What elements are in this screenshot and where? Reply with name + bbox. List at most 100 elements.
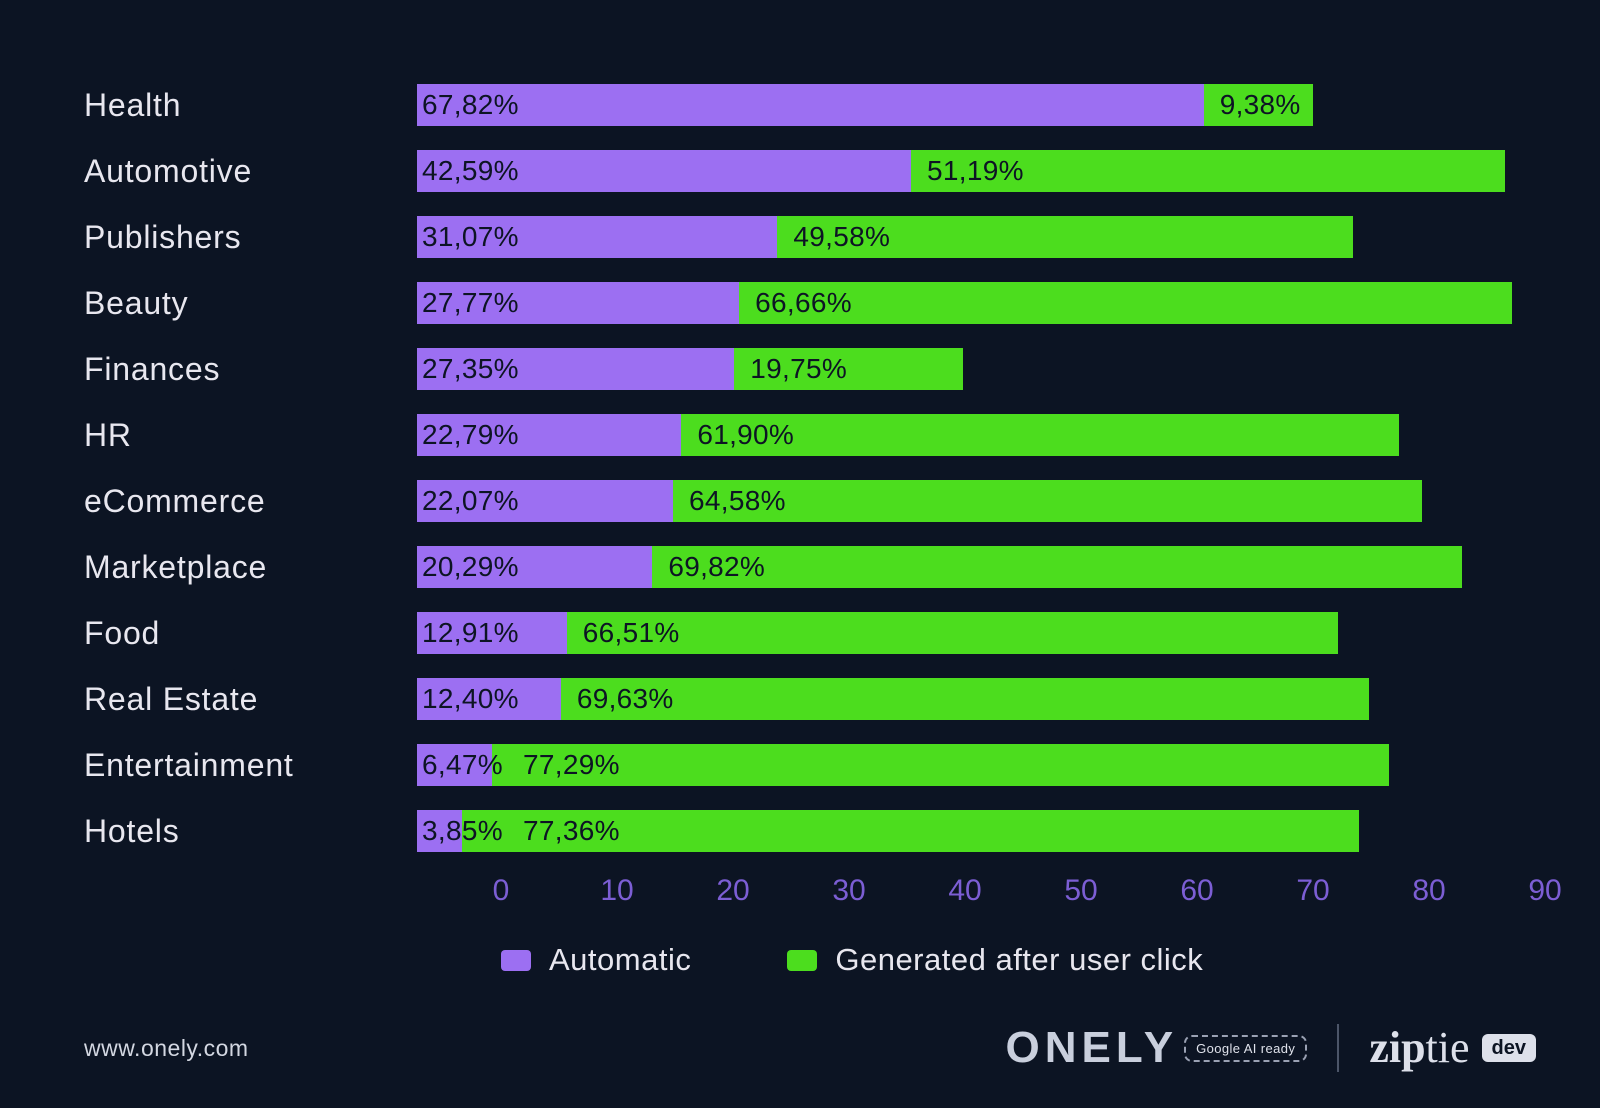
onely-logo: ONELY Google AI ready — [1006, 1026, 1308, 1070]
chart-rows: Health 67,82% 9,38% Automotive 42,59% 51,19% P… — [84, 72, 1600, 864]
value-label-generated: 77,36% — [523, 815, 620, 846]
bar-area: 22,07% 64,58% — [417, 480, 1519, 522]
bar-segment-generated — [681, 414, 1400, 456]
chart-row: Food 12,91% 66,51% — [84, 600, 1600, 666]
chart-row: Health 67,82% 9,38% — [84, 72, 1600, 138]
x-axis-tick: 10 — [600, 874, 634, 907]
value-label-automatic: 12,91% — [422, 617, 519, 648]
category-label: Health — [84, 86, 182, 123]
bar-segment-generated — [566, 612, 1339, 654]
ziptie-wordmark-tie: tie — [1425, 1023, 1470, 1072]
logo-separator — [1337, 1024, 1340, 1072]
bar-segment-generated — [1203, 84, 1313, 126]
value-label-automatic: 22,79% — [422, 419, 519, 450]
bar-segment-generated — [911, 150, 1505, 192]
bar-segment-automatic — [417, 150, 912, 192]
ziptie-wordmark-zip: zip — [1369, 1023, 1426, 1072]
value-label-automatic: 3,85% — [422, 815, 503, 846]
value-label-generated: 9,38% — [1219, 89, 1301, 120]
category-label: Publishers — [84, 218, 242, 255]
category-label: Marketplace — [84, 548, 268, 585]
value-label-automatic: 67,82% — [422, 89, 519, 120]
value-label-automatic: 6,47% — [422, 749, 503, 780]
bar-segment-generated — [777, 216, 1353, 258]
bar-area: 67,82% 9,38% — [417, 84, 1519, 126]
x-axis-tick: 80 — [1412, 874, 1446, 907]
bar-segment-automatic — [417, 546, 653, 588]
bar-segment-automatic — [417, 612, 567, 654]
legend-item-automatic: Automatic — [501, 942, 691, 978]
bar-area: 42,59% 51,19% — [417, 150, 1519, 192]
value-label-generated: 66,51% — [582, 617, 680, 648]
chart-row: eCommerce 22,07% 64,58% — [84, 468, 1600, 534]
chart-row: Automotive 42,59% 51,19% — [84, 138, 1600, 204]
ziptie-logo: zip tie dev — [1369, 1026, 1536, 1070]
chart-row: Finances 27,35% 19,75% — [84, 336, 1600, 402]
x-axis: 0 10 20 30 40 50 60 70 80 90 — [493, 874, 1600, 914]
bar-area: 12,91% 66,51% — [417, 612, 1519, 654]
legend: Automatic Generated after user click — [501, 942, 1600, 978]
footer: www.onely.com ONELY Google AI ready zip t… — [0, 1012, 1600, 1084]
bar-segment-generated — [461, 810, 1360, 852]
bar-segment-automatic — [417, 414, 682, 456]
value-label-automatic: 22,07% — [422, 485, 519, 516]
category-label: Finances — [84, 350, 221, 387]
value-label-generated: 51,19% — [927, 155, 1024, 186]
category-label: Entertainment — [84, 746, 294, 783]
category-label: HR — [84, 416, 132, 453]
category-label: Food — [84, 614, 161, 651]
bar-segment-generated — [560, 678, 1369, 720]
bar-segment-automatic — [417, 282, 740, 324]
bar-area: 3,85% 77,36% — [417, 810, 1519, 852]
chart-row: Marketplace 20,29% 69,82% — [84, 534, 1600, 600]
bar-segment-generated — [673, 480, 1423, 522]
category-label: eCommerce — [84, 482, 266, 519]
stacked-bar-chart: Health 67,82% 9,38% Automotive 42,59% 51,19% P… — [84, 72, 1600, 978]
value-label-generated: 66,66% — [755, 287, 852, 318]
ziptie-dev-badge: dev — [1481, 1034, 1536, 1062]
bar-area: 12,40% 69,63% — [417, 678, 1519, 720]
bar-area: 27,77% 66,66% — [417, 282, 1519, 324]
value-label-generated: 77,29% — [523, 749, 620, 780]
value-label-automatic: 27,35% — [422, 353, 519, 384]
bar-segment-automatic — [417, 678, 561, 720]
legend-label-generated: Generated after user click — [835, 942, 1204, 977]
onely-wordmark: ONELY — [1005, 1023, 1179, 1072]
value-label-automatic: 12,40% — [422, 683, 519, 714]
bar-area: 22,79% 61,90% — [417, 414, 1519, 456]
x-axis-tick: 50 — [1064, 874, 1098, 907]
category-label: Beauty — [84, 284, 189, 321]
value-label-automatic: 31,07% — [422, 221, 519, 252]
category-label: Automotive — [84, 152, 253, 189]
legend-label-automatic: Automatic — [549, 942, 692, 977]
bar-area: 20,29% 69,82% — [417, 546, 1519, 588]
x-axis-tick: 20 — [716, 874, 750, 907]
value-label-automatic: 20,29% — [422, 551, 519, 582]
chart-row: Entertainment 6,47% 77,29% — [84, 732, 1600, 798]
bar-segment-automatic — [417, 744, 493, 786]
legend-swatch-automatic — [501, 949, 531, 971]
x-axis-tick: 40 — [948, 874, 982, 907]
value-label-generated: 61,90% — [697, 419, 795, 450]
legend-item-generated: Generated after user click — [787, 942, 1203, 978]
chart-row: HR 22,79% 61,90% — [84, 402, 1600, 468]
bar-segment-generated — [492, 744, 1389, 786]
value-label-automatic: 42,59% — [422, 155, 519, 186]
bar-area: 6,47% 77,29% — [417, 744, 1519, 786]
chart-row: Hotels 3,85% 77,36% — [84, 798, 1600, 864]
value-label-generated: 69,82% — [668, 551, 766, 582]
x-axis-tick: 30 — [832, 874, 866, 907]
value-label-generated: 49,58% — [793, 221, 891, 252]
bar-segment-generated — [734, 348, 964, 390]
value-label-generated: 69,63% — [576, 683, 674, 714]
x-axis-tick: 90 — [1528, 874, 1562, 907]
bar-segment-automatic — [417, 480, 673, 522]
chart-row: Publishers 31,07% 49,58% — [84, 204, 1600, 270]
value-label-generated: 64,58% — [689, 485, 786, 516]
bar-area: 31,07% 49,58% — [417, 216, 1519, 258]
google-ai-ready-badge: Google AI ready — [1184, 1034, 1308, 1062]
legend-swatch-generated — [787, 949, 818, 971]
bar-segment-automatic — [417, 348, 735, 390]
category-label: Real Estate — [84, 680, 259, 717]
bar-segment-automatic — [417, 216, 778, 258]
